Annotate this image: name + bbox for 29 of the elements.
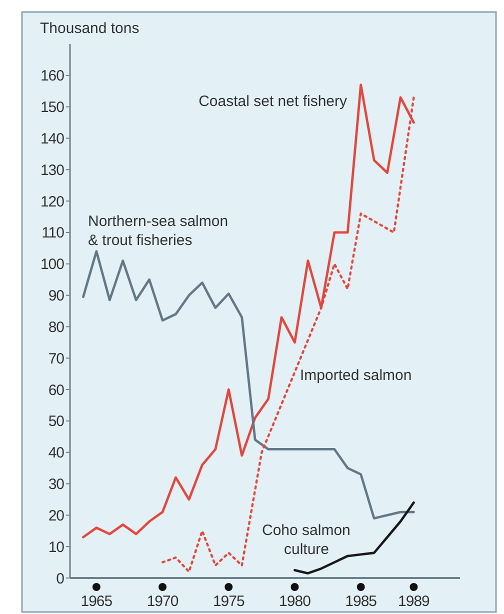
y-tick-label: 100 xyxy=(40,256,64,274)
y-tick-label: 0 xyxy=(56,570,64,588)
x-tick-label: 1975 xyxy=(212,593,244,610)
y-tick-label: 10 xyxy=(48,538,64,556)
x-tick-label: 1970 xyxy=(146,593,178,610)
y-tick-label: 110 xyxy=(42,224,64,242)
line-series xyxy=(82,250,415,520)
y-tick-label: 30 xyxy=(48,476,64,494)
x-tick-label: 1965 xyxy=(80,593,112,610)
y-axis-title: Thousand tons xyxy=(40,20,140,37)
y-tick-label: 120 xyxy=(40,193,64,210)
y-tick-label: 90 xyxy=(48,288,64,305)
x-tick-label: 1980 xyxy=(279,593,311,610)
y-tick-label: 60 xyxy=(48,382,64,399)
y-tick-label: 130 xyxy=(40,162,64,179)
series-label: Imported salmon xyxy=(300,367,412,384)
series-label: Northern-sea salmon & trout fisheries xyxy=(88,213,228,249)
y-tick-label: 140 xyxy=(40,130,64,148)
x-tick-label: 1985 xyxy=(345,593,377,610)
y-tick-label: 160 xyxy=(40,68,64,85)
series-label: Coho salmon culture xyxy=(262,522,350,558)
x-tick-label: 1989 xyxy=(398,593,430,610)
y-tick-label: 70 xyxy=(48,350,64,368)
y-tick-label: 80 xyxy=(48,318,64,336)
y-tick-label: 20 xyxy=(48,507,64,524)
series-label: Coastal set net fishery xyxy=(198,93,348,110)
y-tick-label: 50 xyxy=(48,413,64,430)
y-tick-label: 150 xyxy=(40,99,64,116)
y-tick-label: 40 xyxy=(48,444,64,462)
